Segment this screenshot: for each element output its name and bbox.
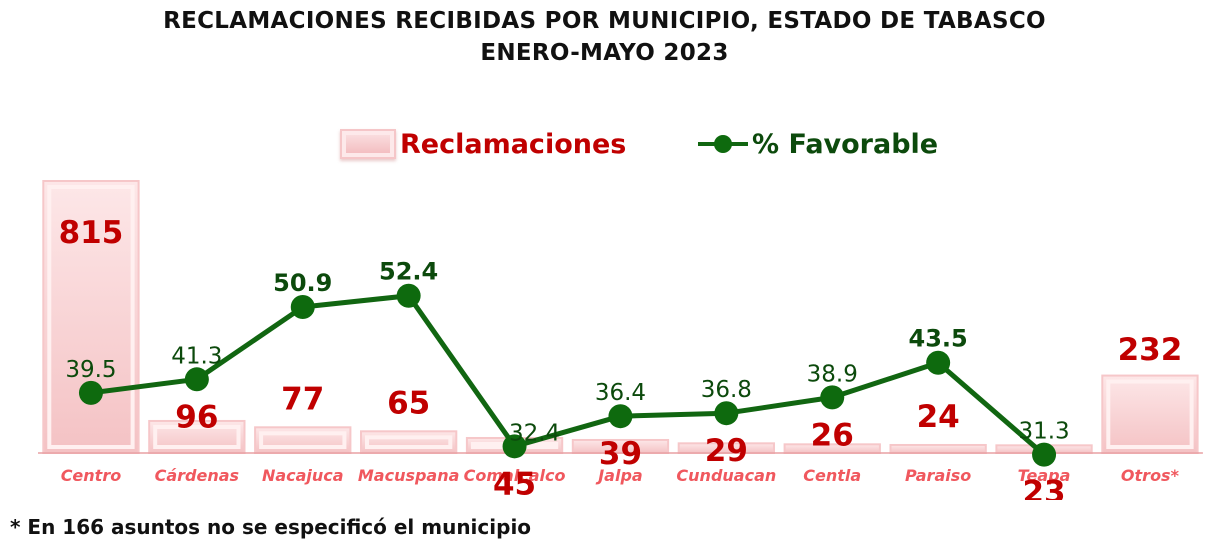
line-point-6 bbox=[714, 401, 739, 426]
line-point-0 bbox=[78, 380, 103, 405]
line-value-label-7: 38.9 bbox=[807, 361, 858, 387]
bar-value-label-3: 65 bbox=[387, 385, 430, 421]
x-tick-label-10: Otros* bbox=[1121, 466, 1180, 485]
x-tick-label-9: Teapa bbox=[1018, 466, 1071, 485]
x-tick-label-2: Nacajuca bbox=[262, 466, 344, 485]
bar-8 bbox=[889, 443, 987, 454]
x-tick-label-6: Cunduacan bbox=[676, 466, 776, 485]
bar-value-label-5: 39 bbox=[599, 436, 642, 472]
line-point-7 bbox=[820, 385, 845, 410]
bar-inner-bevel-1 bbox=[153, 424, 241, 449]
line-point-1 bbox=[184, 367, 209, 392]
legend-label-reclamaciones: Reclamaciones bbox=[400, 128, 627, 160]
bar-value-label-4: 45 bbox=[493, 466, 536, 500]
legend-label-favorable: % Favorable bbox=[752, 128, 939, 160]
bar-value-label-10: 232 bbox=[1118, 332, 1183, 368]
line-value-label-2: 50.9 bbox=[273, 269, 332, 297]
line-point-8 bbox=[926, 350, 951, 375]
line-value-label-9: 31.3 bbox=[1018, 419, 1069, 445]
bar-inner-bevel-10 bbox=[1106, 379, 1194, 449]
line-value-label-5: 36.4 bbox=[595, 380, 646, 406]
series-line-favorable bbox=[90, 293, 1046, 457]
bar-value-label-1: 96 bbox=[175, 399, 218, 435]
x-tick-label-7: Centla bbox=[803, 466, 861, 485]
bar-value-label-8: 24 bbox=[917, 399, 960, 435]
x-tick-label-1: Cárdenas bbox=[155, 466, 239, 485]
footnote: * En 166 asuntos no se especificó el mun… bbox=[10, 515, 532, 539]
bar-inner-bevel-2 bbox=[259, 431, 347, 450]
line-value-label-1: 41.3 bbox=[171, 343, 222, 369]
bar-10 bbox=[1101, 374, 1199, 454]
bar-value-label-0: 815 bbox=[59, 215, 124, 251]
legend-item-reclamaciones: Reclamaciones bbox=[340, 124, 626, 164]
line-value-label-4: 32.4 bbox=[509, 420, 560, 446]
x-tick-label-0: Centro bbox=[61, 466, 122, 485]
legend-line-swatch bbox=[698, 131, 748, 157]
x-tick-label-8: Paraiso bbox=[905, 466, 971, 485]
x-tick-label-3: Macuspana bbox=[358, 466, 460, 485]
line-point-4 bbox=[502, 434, 527, 459]
bar-inner-bevel-3 bbox=[364, 435, 453, 450]
bar-2 bbox=[254, 426, 352, 455]
bar-value-label-2: 77 bbox=[281, 381, 324, 417]
line-point-3 bbox=[396, 283, 421, 308]
line-point-9 bbox=[1032, 442, 1057, 467]
bar-value-label-7: 26 bbox=[811, 417, 854, 453]
line-value-label-0: 39.5 bbox=[65, 357, 116, 383]
bar-0 bbox=[42, 180, 140, 454]
line-value-label-3: 52.4 bbox=[379, 258, 438, 286]
legend-bar-swatch bbox=[340, 129, 396, 159]
bar-value-label-9: 23 bbox=[1022, 475, 1065, 500]
legend-item-favorable: % Favorable bbox=[698, 124, 938, 164]
x-tick-label-5: Jalpa bbox=[595, 466, 642, 485]
line-value-label-8: 43.5 bbox=[909, 325, 968, 353]
bar-3 bbox=[359, 430, 458, 455]
x-tick-label-4: Comalcalco bbox=[464, 466, 566, 485]
bar-inner-bevel-0 bbox=[47, 185, 135, 449]
chart-title-line-1: RECLAMACIONES RECIBIDAS POR MUNICIPIO, E… bbox=[163, 8, 1046, 34]
line-point-5 bbox=[608, 404, 633, 429]
line-point-2 bbox=[290, 295, 315, 320]
bar-value-label-6: 29 bbox=[705, 433, 748, 469]
chart-title-line-2: ENERO-MAYO 2023 bbox=[480, 40, 729, 66]
chart-area: Centro Cárdenas Nacajuca Macuspana Comalcalc… bbox=[38, 180, 1203, 500]
line-value-label-6: 36.8 bbox=[701, 377, 752, 403]
